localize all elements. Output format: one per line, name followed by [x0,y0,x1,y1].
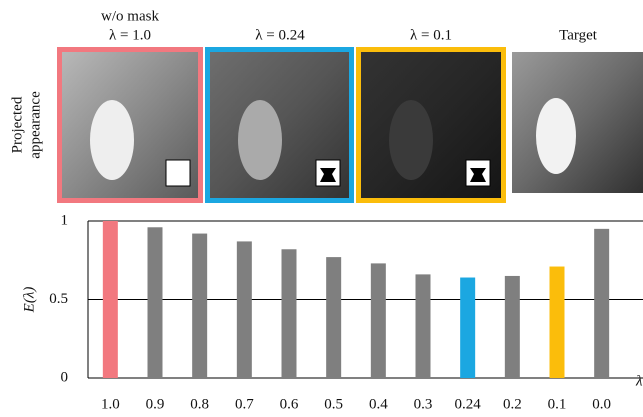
bar [550,267,565,378]
x-tick-label: 0.5 [324,396,343,412]
x-tick-label: 0.3 [414,396,433,412]
bar [148,227,163,378]
bar [505,276,520,378]
penguin [90,100,134,180]
bar [282,249,297,378]
x-tick-label: 0.2 [503,396,522,412]
x-tick-label: 0.1 [548,396,567,412]
y-tick-label: 0.5 [49,291,68,307]
panel-label: λ = 0.1 [410,27,452,43]
bar [460,278,475,378]
x-axis-label: λ [635,373,643,389]
figure: w/o mask λ = 1.0 λ = 0.24 λ = 0.1 Target Proj… [0,0,643,417]
bar [326,257,341,378]
x-tick-label: 0.8 [190,396,209,412]
penguin [238,100,282,180]
panel-label: Target [559,27,598,43]
x-tick-label: 0.9 [146,396,165,412]
penguin [389,100,433,180]
y-axis-label: E(λ) [21,287,37,314]
panel-label: w/o mask [101,8,159,24]
bar [416,274,431,378]
bar [237,241,252,378]
bar [594,229,609,378]
row-label: appearance [27,91,43,159]
penguin [536,98,576,174]
bar [371,263,386,378]
y-tick-label: 0 [61,369,69,385]
panel-label: λ = 1.0 [109,27,151,43]
bar [192,234,207,378]
x-tick-label: 0.7 [235,396,254,412]
bar [103,221,118,378]
y-tick-label: 1 [61,212,69,228]
mask-icon [166,160,190,186]
x-tick-label: 1.0 [101,396,120,412]
x-tick-label: 0.0 [592,396,611,412]
panel-label: λ = 0.24 [255,27,305,43]
image [512,52,643,193]
x-tick-label: 0.24 [455,396,482,412]
x-tick-label: 0.4 [369,396,388,412]
x-tick-label: 0.6 [280,396,299,412]
row-label: Projected [9,96,25,153]
